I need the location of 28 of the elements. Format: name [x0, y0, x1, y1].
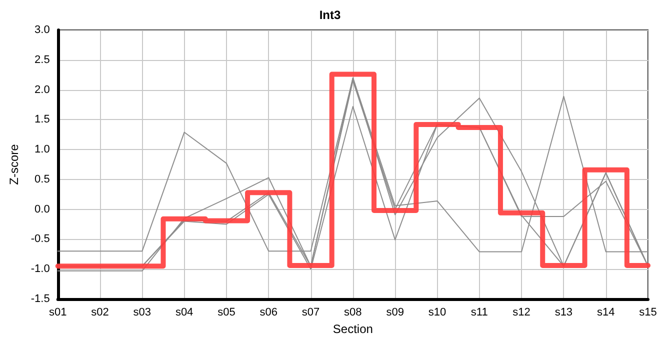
x-tick-label: s11	[470, 306, 488, 318]
y-tick-label: 2.5	[34, 54, 50, 66]
y-axis-title: Z-score	[7, 144, 21, 185]
x-axis-title: Section	[332, 322, 373, 336]
y-tick-label: 0.5	[34, 173, 50, 186]
x-tick-label: s09	[386, 306, 404, 318]
y-tick-label: -1.5	[30, 293, 50, 305]
chart-title: Int3	[319, 8, 341, 22]
x-tick-label: s08	[344, 306, 362, 318]
x-tick-label: s01	[48, 306, 67, 318]
y-tick-label: 0.0	[34, 203, 50, 216]
x-tick-label: s15	[639, 306, 657, 318]
x-tick-label: s07	[302, 306, 320, 318]
x-tick-label: s06	[260, 306, 278, 318]
y-tick-label: 1.5	[34, 114, 50, 126]
y-tick-label: 1.0	[34, 144, 50, 156]
x-tick-label: s12	[512, 306, 530, 318]
x-tick-label: s04	[175, 306, 194, 318]
y-tick-label: -0.5	[30, 233, 50, 246]
x-tick-label: s14	[596, 306, 615, 318]
y-tick-label: 3.0	[34, 24, 50, 36]
x-tick-label: s13	[554, 306, 573, 318]
y-tick-label: -1.0	[30, 263, 50, 276]
x-tick-label: s03	[133, 306, 152, 318]
x-tick-label: s02	[91, 306, 109, 318]
x-tick-label: s05	[218, 306, 236, 318]
y-tick-label: 2.0	[34, 84, 50, 96]
x-tick-label: s10	[428, 306, 446, 318]
